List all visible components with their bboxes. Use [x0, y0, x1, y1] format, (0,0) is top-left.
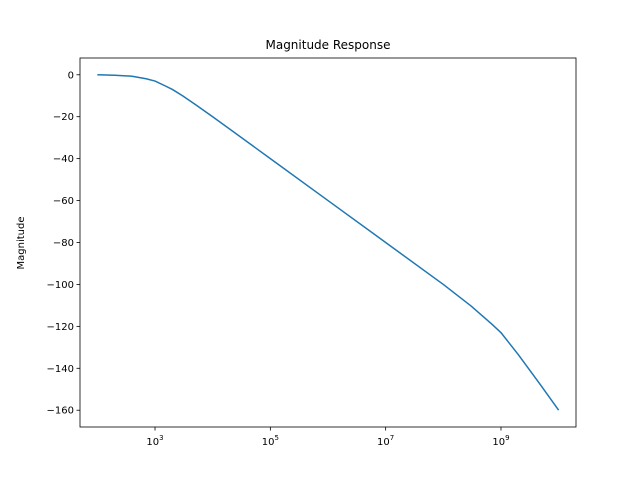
x-tick-label: 107: [377, 434, 394, 448]
x-tick-label: 105: [262, 434, 279, 448]
magnitude-series-line: [97, 74, 560, 411]
series-group: [97, 74, 560, 411]
y-axis-label: Magnitude: [16, 217, 27, 270]
chart-title: Magnitude Response: [265, 38, 390, 52]
y-tick-label: −60: [53, 196, 74, 207]
y-tick-label: −100: [47, 280, 74, 291]
y-tick-label: −120: [47, 322, 74, 333]
y-tick-label: −20: [53, 112, 74, 123]
x-tick-label: 109: [492, 434, 509, 448]
axis-ticks: 0 −20 −40 −60 −80 −100 −120 −140 −160 103 105 107 10…: [47, 70, 510, 448]
y-tick-label: −140: [47, 364, 74, 375]
y-tick-label: 0: [68, 70, 74, 81]
y-tick-label: −40: [53, 154, 74, 165]
plot-area-frame: [79, 57, 577, 428]
y-tick-label: −80: [53, 238, 74, 249]
y-tick-label: −160: [47, 406, 74, 417]
x-tick-label: 103: [146, 434, 163, 448]
